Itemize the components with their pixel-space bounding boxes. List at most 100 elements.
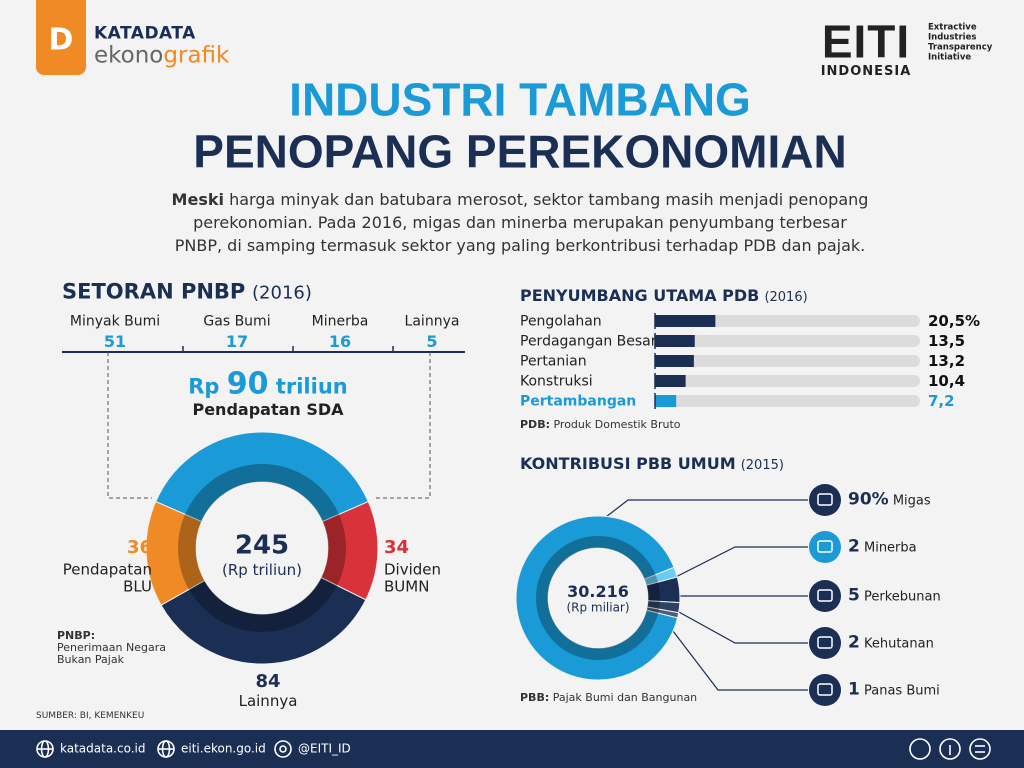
bar-value-label: 20,5%: [928, 311, 981, 330]
pie-value: 90: [226, 366, 269, 402]
legend-entry: 2 Minerba: [848, 536, 917, 557]
section-title-text: SETORAN PNBP: [62, 279, 246, 304]
bar-category: Perdagangan Besar: [520, 333, 657, 350]
breakdown-value: 17: [225, 332, 249, 352]
breakdown-category: Lainnya: [404, 313, 460, 330]
section-period: (2015): [740, 457, 784, 473]
bar-category: Pertambangan: [520, 393, 637, 410]
bar-value-label: 7,2: [928, 391, 955, 410]
legend-icon: [809, 674, 841, 706]
icon-glyph: [817, 683, 833, 696]
bar-track: [655, 335, 920, 347]
legend-entry: 90% Migas: [848, 489, 931, 510]
footer-link: eiti.ekon.go.id: [181, 741, 266, 756]
pie-category: Lainnya: [238, 691, 298, 710]
intro-line: Meski harga minyak dan batubara merosot,…: [172, 191, 869, 209]
pie-category: Dividen BUMN: [384, 560, 442, 595]
legend-label: Perkebunan: [863, 589, 941, 605]
legend-value: 5: [848, 585, 860, 606]
legend-value: 2: [848, 632, 860, 653]
bar: [655, 355, 694, 367]
legend-value: 1: [848, 679, 860, 700]
footer-icons: [36, 738, 991, 760]
legend-icon: [809, 580, 841, 612]
section-title: KONTRIBUSI PBB UMUM (2015): [520, 455, 784, 473]
bar-value-label: 10,4: [928, 371, 966, 390]
breakdown-category: Minyak Bumi: [69, 313, 161, 330]
section-period: (2016): [764, 289, 808, 305]
bar: [655, 375, 686, 387]
legend-label: Migas: [892, 493, 931, 509]
footer-band: [0, 730, 1024, 768]
bar-category: Konstruksi: [520, 373, 593, 390]
brand-sub-b: grafik: [163, 42, 230, 69]
logo-block: [36, 0, 86, 75]
icon-glyph: [817, 540, 833, 553]
bar-track: [655, 375, 920, 387]
donut-hole: [196, 482, 328, 614]
legend-connectors: [601, 499, 808, 691]
section-title: PENYUMBANG UTAMA PDB (2016): [520, 287, 808, 305]
donut-hole: [548, 548, 648, 648]
bar-value-label: 13,2: [928, 351, 966, 370]
icon-glyph: [817, 493, 833, 506]
connector: [373, 352, 431, 499]
partner-logo: EITI: [821, 15, 911, 68]
brand: KATADATA: [94, 23, 196, 44]
breakdown-dividers: [182, 346, 394, 352]
legend-icon: [809, 484, 841, 516]
partner-desc: Transparency: [928, 42, 993, 53]
section-period: (2016): [252, 282, 312, 304]
legend-value: 2: [848, 536, 860, 557]
section-title-text: KONTRIBUSI PBB UMUM: [520, 453, 736, 473]
legend-entry: 5 Perkebunan: [848, 585, 941, 606]
legend-value: 90%: [848, 489, 889, 510]
bar: [655, 335, 695, 347]
pie-value-label: Rp 90 triliun: [188, 368, 347, 401]
bar-value-label: 13,5: [928, 331, 966, 350]
note: PDB: Produk Domestik Bruto: [520, 417, 681, 431]
pie-total: 245: [234, 530, 290, 561]
brand-sub-a: ekono: [94, 42, 164, 69]
legend-label: Minerba: [863, 540, 917, 556]
bar-category: Pertanian: [520, 353, 587, 370]
value-unit: triliun: [275, 374, 348, 399]
section-title: SETORAN PNBP (2016): [62, 280, 312, 303]
pie-value: 84: [255, 671, 281, 693]
intro-lead: Meski: [171, 190, 224, 210]
bar-track: [655, 355, 920, 367]
breakdown-value: 51: [103, 332, 127, 352]
pie-category: Pendapatan BLU: [62, 560, 152, 595]
source: SUMBER: BI, KEMENKEU: [36, 711, 145, 722]
breakdown-category: Minerba: [311, 313, 369, 330]
note-term: PDB:: [520, 417, 550, 431]
bar: [655, 315, 716, 327]
pie-total-unit: (Rp miliar): [566, 600, 630, 615]
footer-link: katadata.co.id: [60, 741, 146, 756]
legend-icon: [809, 627, 841, 659]
bar-track: [655, 315, 920, 327]
intro-text: harga minyak dan batubara merosot, sekto…: [229, 190, 869, 210]
pie-category: Pendapatan SDA: [192, 400, 344, 420]
note: PNBP: Penerimaan Negara Bukan Pajak: [57, 629, 182, 666]
footer-link: @EITI_ID: [298, 741, 351, 756]
note: PBB: Pajak Bumi dan Bangunan: [520, 690, 698, 704]
legend-label: Panas Bumi: [863, 683, 940, 699]
legend-entry: 1 Panas Bumi: [848, 679, 940, 700]
note-text: Produk Domestik Bruto: [553, 417, 681, 431]
bar-track: [655, 395, 920, 407]
title-line: INDUSTRI TAMBANG: [289, 73, 751, 126]
brand-sub: ekonografik: [94, 43, 229, 68]
breakdown-category: Gas Bumi: [203, 313, 271, 330]
bar: [655, 395, 677, 407]
value-prefix: Rp: [188, 374, 220, 399]
note-text: Pajak Bumi dan Bangunan: [552, 690, 698, 704]
section-title-text: PENYUMBANG UTAMA PDB: [520, 285, 760, 305]
icon-glyph: [817, 636, 833, 649]
breakdown-value: 5: [426, 332, 438, 352]
connector: [107, 352, 152, 499]
pie-total: 30.216: [567, 582, 629, 602]
partner-desc: Industries: [928, 32, 977, 43]
